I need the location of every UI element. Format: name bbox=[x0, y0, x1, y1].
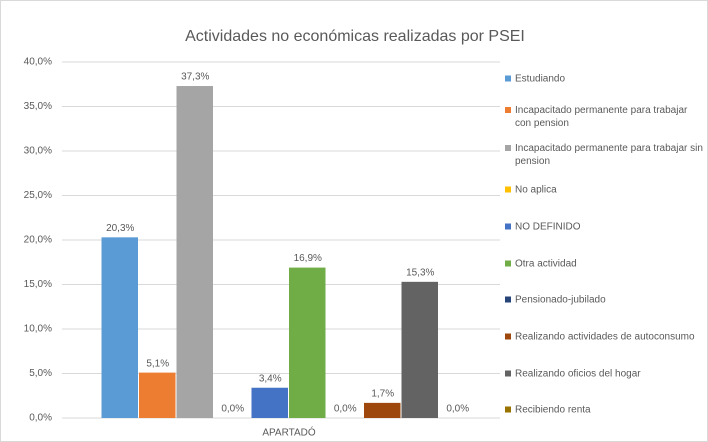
legend-swatch bbox=[505, 296, 511, 303]
legend-swatch bbox=[505, 223, 511, 230]
legend-item: Incapacitado permanente para trabajar co… bbox=[505, 104, 705, 130]
legend-swatch bbox=[505, 75, 511, 82]
legend-label: Incapacitado permanente para trabajar co… bbox=[515, 105, 688, 129]
y-tick-label: 35,0% bbox=[24, 101, 52, 112]
value-label: 5,1% bbox=[146, 358, 169, 369]
bar bbox=[101, 237, 138, 418]
legend-label: Realizando actividades de autoconsumo bbox=[515, 331, 695, 343]
value-label: 0,0% bbox=[221, 404, 244, 415]
legend-item: Otra actividad bbox=[505, 258, 705, 271]
y-tick-label: 40,0% bbox=[24, 57, 52, 68]
bar bbox=[289, 267, 326, 418]
y-tick-label: 15,0% bbox=[24, 279, 52, 290]
legend-label: Estudiando bbox=[515, 73, 566, 85]
legend-item: Estudiando bbox=[505, 73, 705, 86]
value-label: 0,0% bbox=[446, 404, 469, 415]
value-label: 20,3% bbox=[106, 223, 134, 234]
legend-swatch bbox=[505, 107, 511, 113]
x-tick-label: APARTADÓ bbox=[262, 426, 316, 439]
legend-item: No aplica bbox=[505, 184, 705, 197]
legend-label: Incapacitado permanente para trabajar si… bbox=[515, 143, 703, 167]
legend-swatch bbox=[505, 406, 511, 413]
legend-label: Otra actividad bbox=[515, 258, 577, 270]
bar bbox=[176, 86, 213, 418]
y-tick-label: 25,0% bbox=[24, 190, 52, 201]
legend-swatch bbox=[505, 145, 511, 151]
value-label: 37,3% bbox=[181, 72, 209, 83]
legend-item: Realizando actividades de autoconsumo bbox=[505, 331, 705, 344]
legend-swatch bbox=[505, 333, 511, 340]
y-tick-label: 20,0% bbox=[24, 235, 52, 246]
y-tick-label: 0,0% bbox=[29, 413, 52, 424]
legend-swatch bbox=[505, 186, 511, 193]
legend-item: Recibiendo renta bbox=[505, 404, 705, 417]
legend-label: Pensionado-jubilado bbox=[515, 294, 606, 306]
legend-item: Pensionado-jubilado bbox=[505, 294, 705, 307]
value-label: 15,3% bbox=[406, 267, 434, 278]
y-tick-label: 30,0% bbox=[24, 146, 52, 157]
legend-item: NO DEFINIDO bbox=[505, 221, 705, 234]
bar bbox=[251, 387, 288, 418]
value-label: 3,4% bbox=[259, 373, 282, 384]
y-tick-label: 10,0% bbox=[24, 324, 52, 335]
value-label: 16,9% bbox=[294, 253, 322, 264]
legend-label: NO DEFINIDO bbox=[515, 221, 581, 233]
chart-title: Actividades no económicas realizadas por… bbox=[185, 28, 525, 45]
legend-label: No aplica bbox=[515, 184, 557, 196]
bar bbox=[364, 402, 401, 418]
legend-swatch bbox=[505, 370, 511, 377]
legend-item: Realizando oficios del hogar bbox=[505, 368, 705, 381]
y-tick-label: 5,0% bbox=[29, 368, 52, 379]
bar bbox=[401, 281, 438, 418]
legend-swatch bbox=[505, 260, 511, 267]
legend-label: Recibiendo renta bbox=[515, 404, 591, 416]
legend-item: Incapacitado permanente para trabajar si… bbox=[505, 142, 705, 168]
value-label: 0,0% bbox=[334, 404, 357, 415]
value-label: 1,7% bbox=[371, 389, 394, 400]
bar bbox=[139, 372, 176, 418]
legend-label: Realizando oficios del hogar bbox=[515, 368, 641, 380]
